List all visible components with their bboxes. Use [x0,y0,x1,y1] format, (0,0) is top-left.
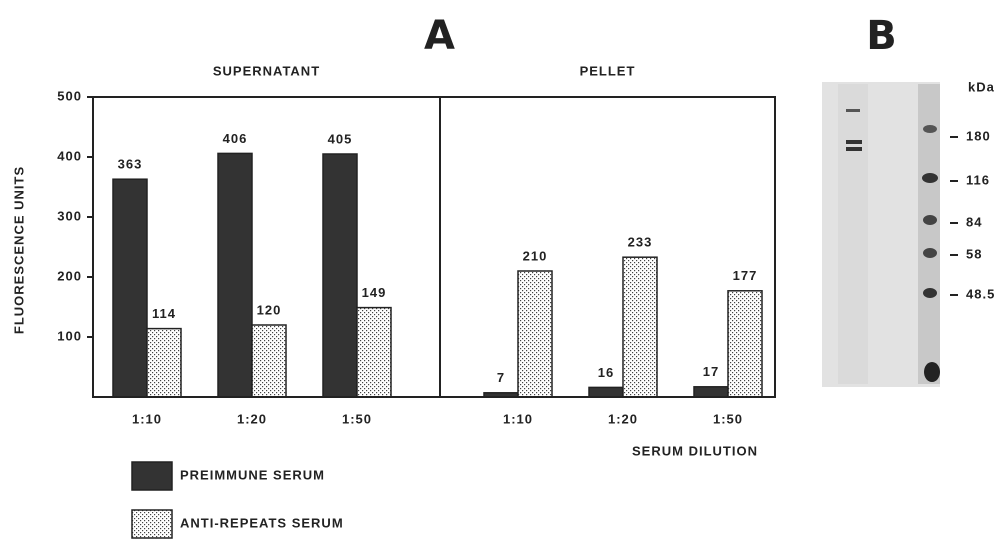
panel-label: A [424,13,456,59]
value-label: 405 [328,131,353,146]
marker-label: 180 [966,128,991,143]
legend-label: ANTI-REPEATS SERUM [180,515,344,530]
bar [113,179,147,397]
figure: A FLUORESCENCE UNITS B kDa 100 200 300 400 5… [0,0,1006,539]
panel-title: PELLET [580,63,636,78]
legend-label: PREIMMUNE SERUM [180,467,325,482]
value-label: 120 [257,302,282,317]
value-label: 149 [362,285,387,300]
value-label: 16 [598,365,614,380]
value-label: 363 [118,157,143,172]
bar [694,387,728,397]
y-tick-label: 100 [57,328,82,343]
marker-label: 48.5 [966,286,995,301]
plot-frame [440,97,775,397]
value-label: 233 [628,235,653,250]
panel-title: SUPERNATANT [213,63,320,78]
bar [728,291,762,397]
value-label: 114 [152,306,176,321]
y-tick-label: 500 [57,88,82,103]
x-tick-label: 1:50 [713,411,743,426]
value-label: 7 [497,370,505,385]
gel-image [822,82,940,387]
x-tick-label: 1:20 [237,411,267,426]
bar [323,154,357,397]
bar [147,329,181,397]
x-tick-label: 1:20 [608,411,638,426]
gel-label: B [866,13,898,59]
marker-label: 84 [966,214,982,229]
value-label: 210 [523,248,548,263]
legend-swatch [132,462,172,490]
page: A FLUORESCENCE UNITS B kDa 100 200 300 400 5… [0,0,1006,539]
marker-label: 58 [966,246,982,261]
bar [357,308,391,397]
x-tick-label: 1:10 [132,411,162,426]
marker-label: 116 [966,172,990,187]
bar [252,325,286,397]
gel-unit: kDa [968,79,995,94]
value-label: 177 [733,268,758,283]
x-axis-label: SERUM DILUTION [632,443,758,458]
y-tick-label: 200 [57,268,82,283]
value-label: 406 [223,131,248,146]
legend-swatch [132,510,172,538]
bar [218,153,252,397]
y-axis-label: FLUORESCENCE UNITS [11,166,26,334]
y-tick-label: 300 [57,208,82,223]
bar [518,271,552,397]
value-label: 17 [703,364,719,379]
x-tick-label: 1:50 [342,411,372,426]
y-tick-label: 400 [57,148,82,163]
bar [589,387,623,397]
bar [623,257,657,397]
x-tick-label: 1:10 [503,411,533,426]
